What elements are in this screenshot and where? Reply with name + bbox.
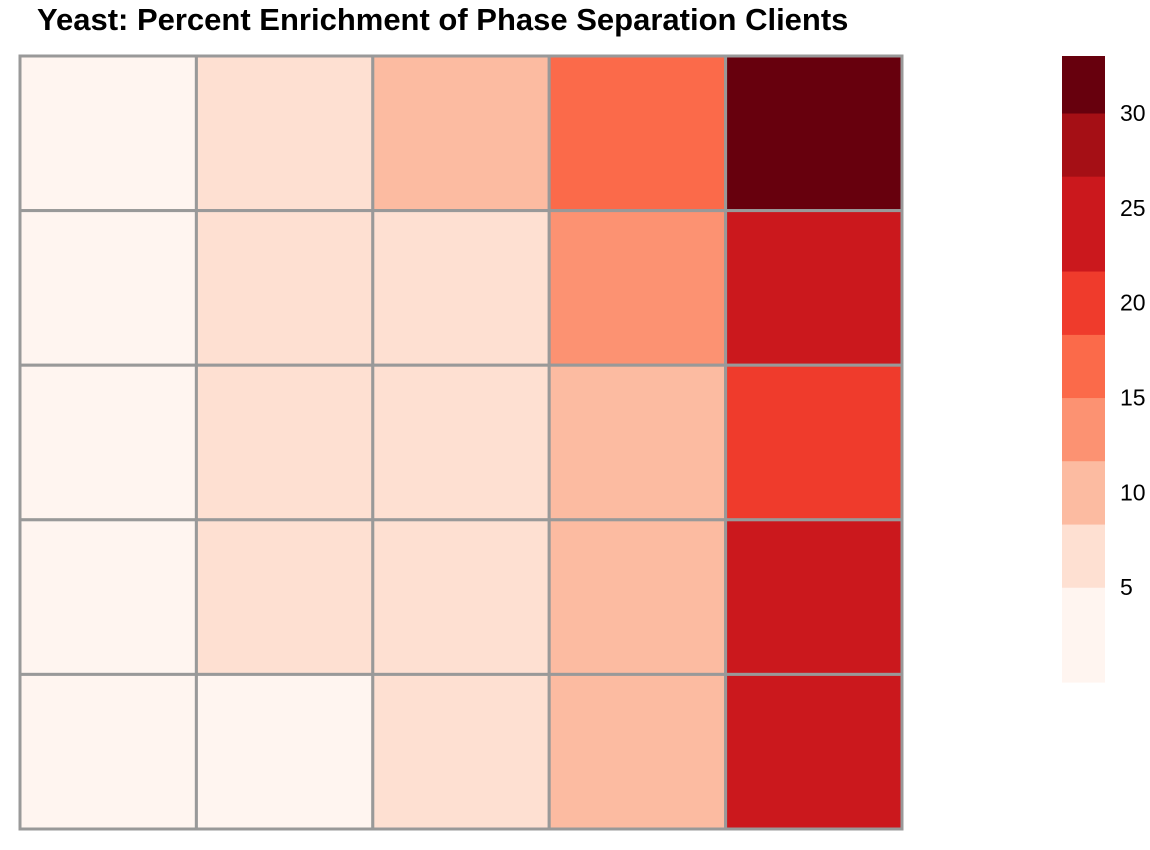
legend-tick-label: 20	[1120, 290, 1146, 316]
legend-color-bin-6	[1062, 270, 1105, 335]
legend-tick-label: 25	[1120, 195, 1146, 221]
heatmap-cell-r1-c3	[371, 54, 551, 213]
heatmap-cell-r1-c4	[547, 54, 728, 213]
heatmap-cell-r4-c5	[724, 518, 904, 676]
heatmap-cell-r5-c1	[18, 672, 198, 831]
legend-color-bin-2	[1062, 523, 1105, 588]
heatmap-cell-r5-c5	[724, 672, 904, 831]
color-legend: 5 10 15 20 25 30	[1062, 56, 1146, 683]
legend-color-bin-8	[1062, 112, 1105, 177]
heatmap-cell-r3-c5	[724, 363, 904, 522]
heatmap-cell-r5-c3	[371, 672, 551, 831]
heatmap-cell-r2-c2	[194, 209, 375, 367]
heatmap-cell-r4-c4	[547, 518, 728, 676]
heatmap-cell-r3-c2	[194, 363, 375, 522]
heatmap-cell-r3-c1	[18, 363, 198, 522]
legend-tick-label: 10	[1120, 479, 1146, 505]
heatmap-cell-r3-c4	[547, 363, 728, 522]
legend-color-bin-3	[1062, 460, 1105, 525]
heatmap-cell-r2-c5	[724, 209, 904, 367]
heatmap-cells	[18, 54, 904, 831]
legend-tick-label: 30	[1120, 100, 1146, 126]
legend-color-bin-4	[1062, 397, 1105, 462]
heatmap-cell-r4-c1	[18, 518, 198, 676]
legend-color-bin-7	[1062, 176, 1105, 272]
legend-color-bin-1	[1062, 587, 1105, 683]
legend-color-bin-5	[1062, 334, 1105, 399]
heatmap-cell-r3-c3	[371, 363, 551, 522]
heatmap-cell-r1-c1	[18, 54, 198, 213]
heatmap-cell-r1-c2	[194, 54, 375, 213]
legend-tick-label: 5	[1120, 574, 1133, 600]
heatmap-cell-r2-c4	[547, 209, 728, 367]
chart-title: Yeast: Percent Enrichment of Phase Separ…	[37, 2, 848, 37]
legend-tick-label: 15	[1120, 384, 1146, 410]
heatmap-cell-r5-c4	[547, 672, 728, 831]
heatmap-cell-r5-c2	[194, 672, 375, 831]
heatmap-cell-r1-c5	[724, 54, 904, 213]
heatmap-cell-r4-c2	[194, 518, 375, 676]
legend-color-bin-9	[1062, 56, 1105, 114]
heatmap-cell-r2-c1	[18, 209, 198, 367]
heatmap-cell-r4-c3	[371, 518, 551, 676]
heatmap-cell-r2-c3	[371, 209, 551, 367]
